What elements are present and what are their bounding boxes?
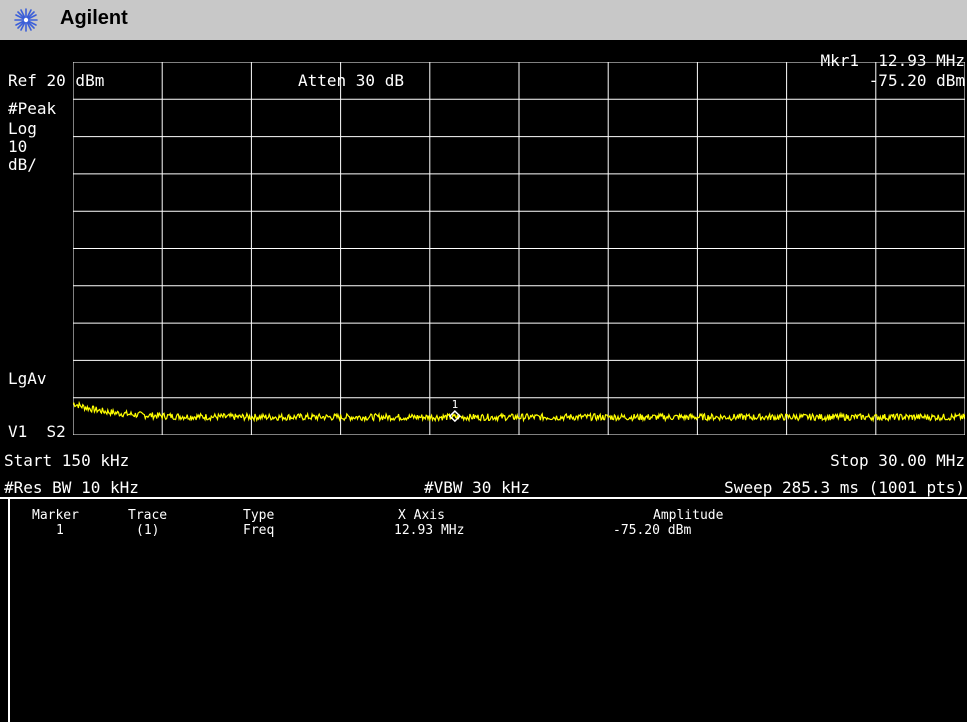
marker-readout-amplitude: -75.20 dBm	[868, 71, 965, 90]
marker-number-label: 1	[452, 398, 459, 411]
table-header-trace: Trace	[128, 508, 168, 523]
table-row-x-axis: 12.93 MHz	[394, 523, 465, 538]
agilent-spark-logo-icon	[14, 8, 38, 32]
analyzer-screen	[0, 40, 967, 722]
brand-name: Agilent	[60, 7, 128, 29]
table-left-edge	[8, 499, 10, 722]
attenuation: Atten 30 dB	[298, 71, 404, 90]
table-row-amplitude: -75.20 dBm	[613, 523, 692, 538]
scale-type: Log	[8, 119, 37, 138]
spectrum-trace	[73, 400, 965, 423]
video-bandwidth: #VBW 30 kHz	[424, 478, 530, 497]
table-header-amplitude: Amplitude	[653, 508, 724, 523]
stop-frequency: Stop 30.00 MHz	[830, 451, 965, 470]
table-row-marker: 1	[56, 523, 64, 538]
averaging-mode: LgAv	[8, 369, 47, 388]
table-header-type: Type	[243, 508, 275, 523]
ref-level: Ref 20 dBm	[8, 71, 105, 90]
start-frequency: Start 150 kHz	[4, 451, 130, 470]
table-header-x-axis: X Axis	[398, 508, 445, 523]
table-row-type: Freq	[243, 523, 275, 538]
marker-readout-frequency: Mkr1 12.93 MHz	[820, 51, 966, 70]
scale-unit: dB/	[8, 155, 37, 174]
trace-status: V1 S2	[8, 422, 66, 441]
table-row-trace: (1)	[136, 523, 160, 538]
detector-mode: #Peak	[8, 99, 57, 118]
marker-diamond-icon	[448, 410, 461, 423]
scale-value: 10	[8, 137, 28, 156]
table-header-marker: Marker	[32, 508, 79, 523]
spectrum-graticule: 1	[73, 62, 965, 435]
sweep-time: Sweep 285.3 ms (1001 pts)	[724, 478, 965, 497]
resolution-bandwidth: #Res BW 10 kHz	[4, 478, 139, 497]
panel-divider	[0, 497, 967, 499]
title-bar: Agilent	[0, 0, 967, 40]
